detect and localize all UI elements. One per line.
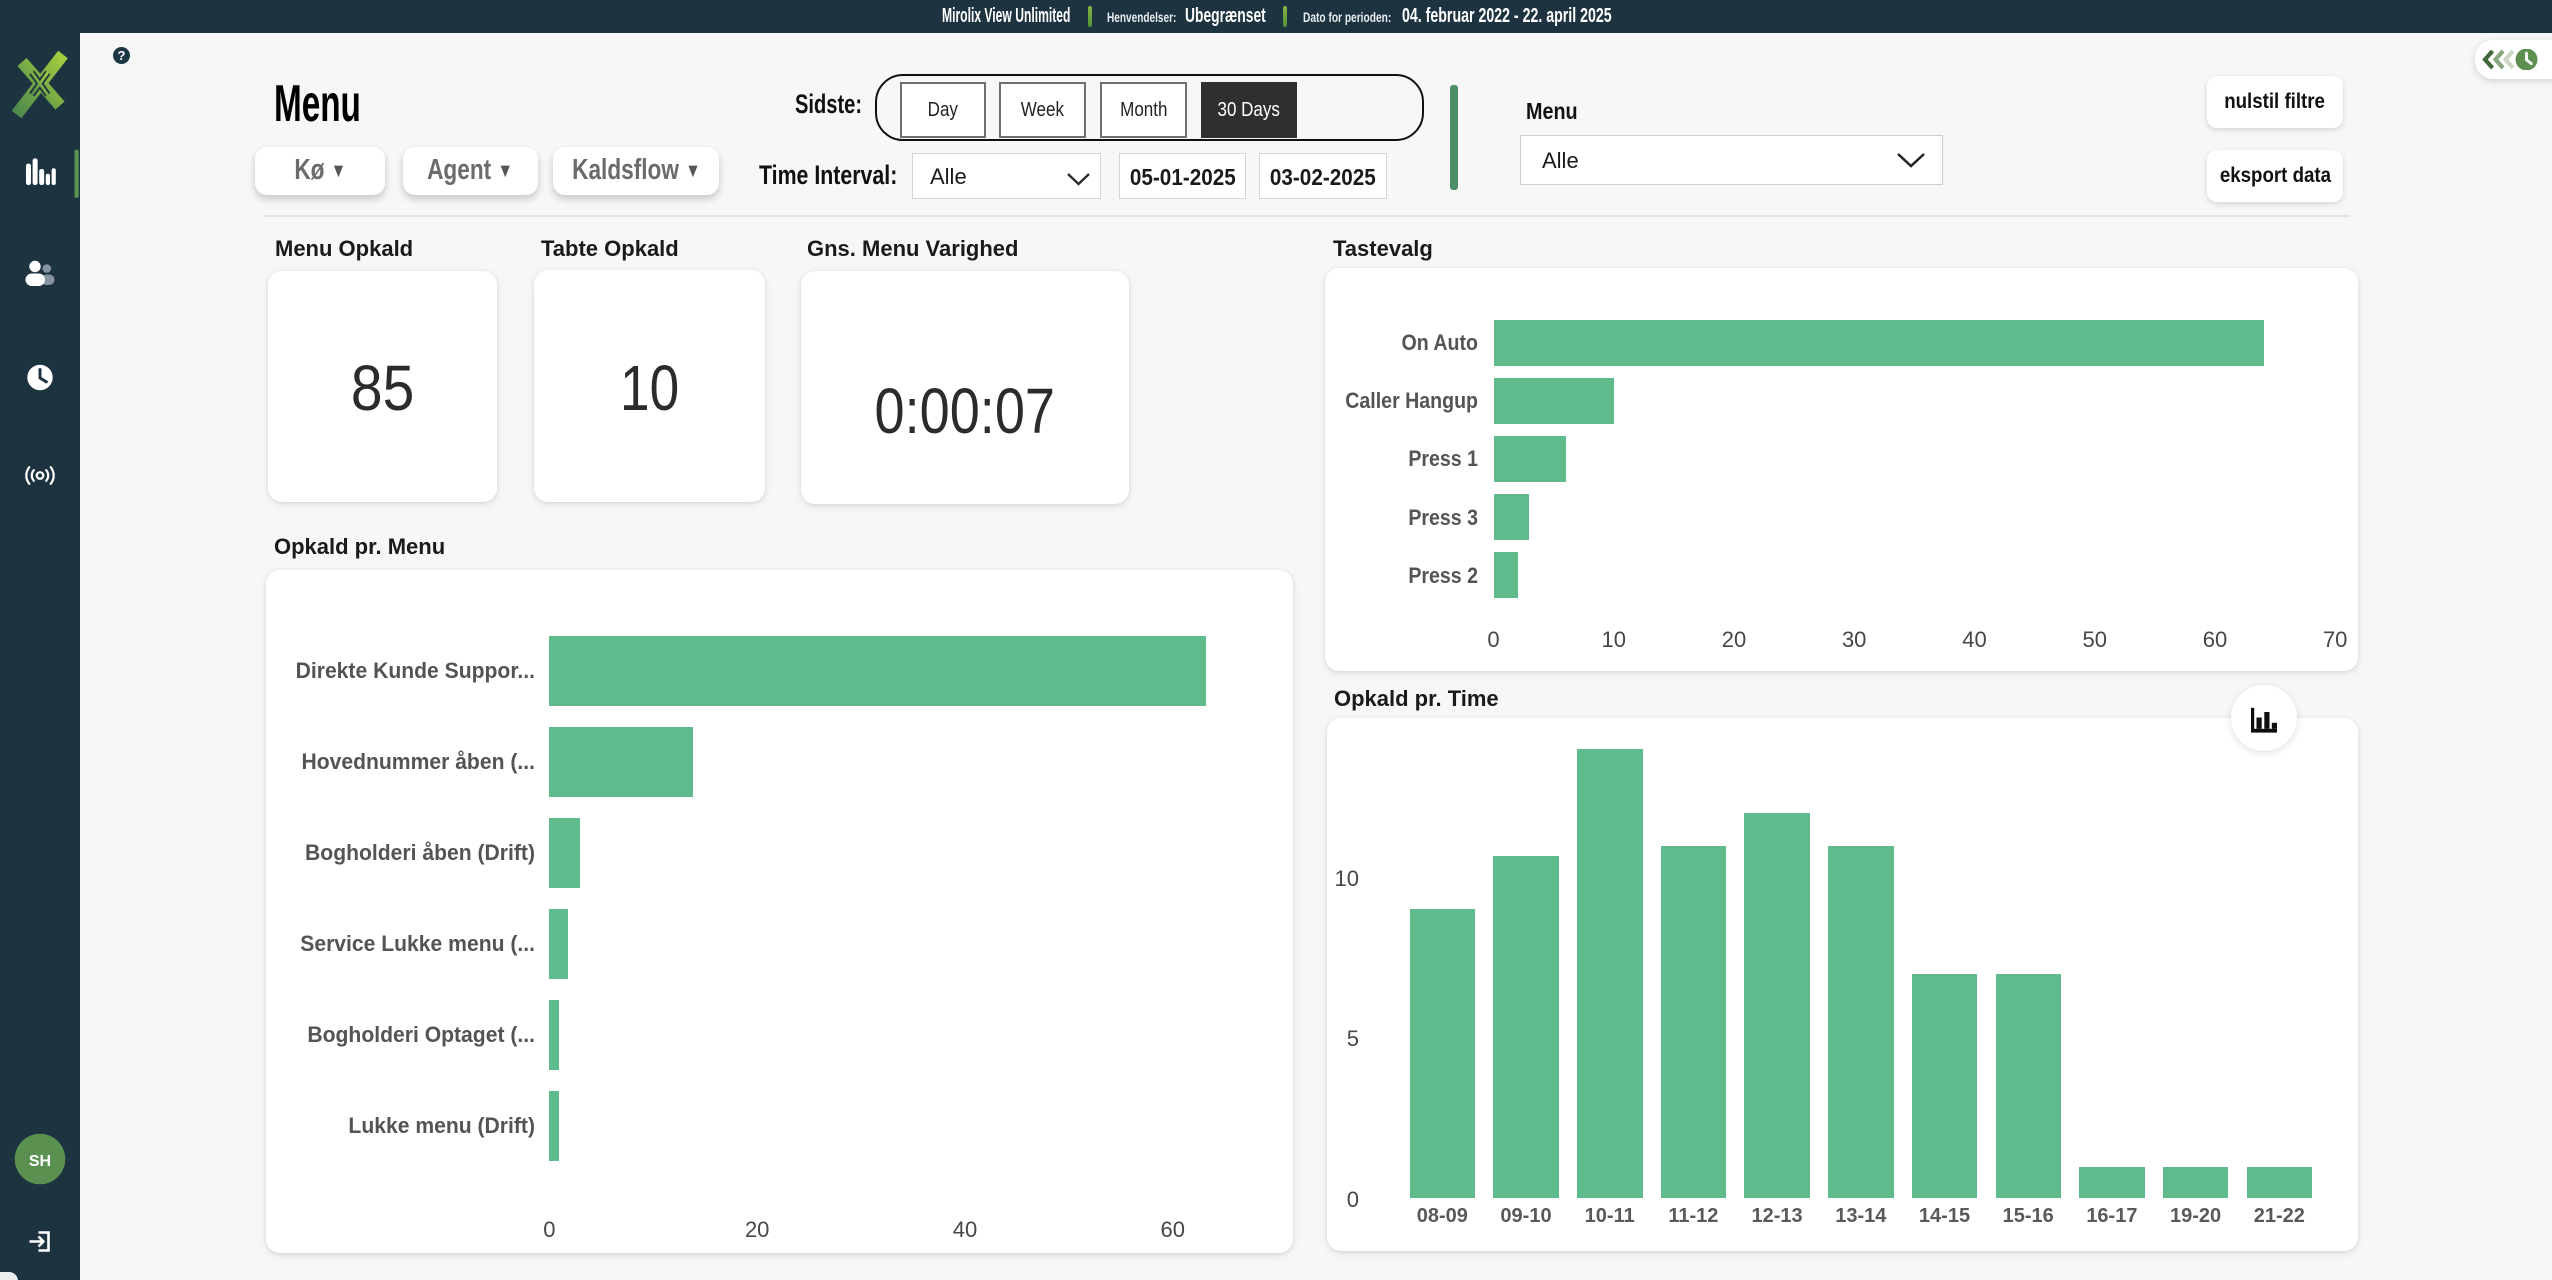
svg-text:SH: SH — [29, 1153, 51, 1170]
